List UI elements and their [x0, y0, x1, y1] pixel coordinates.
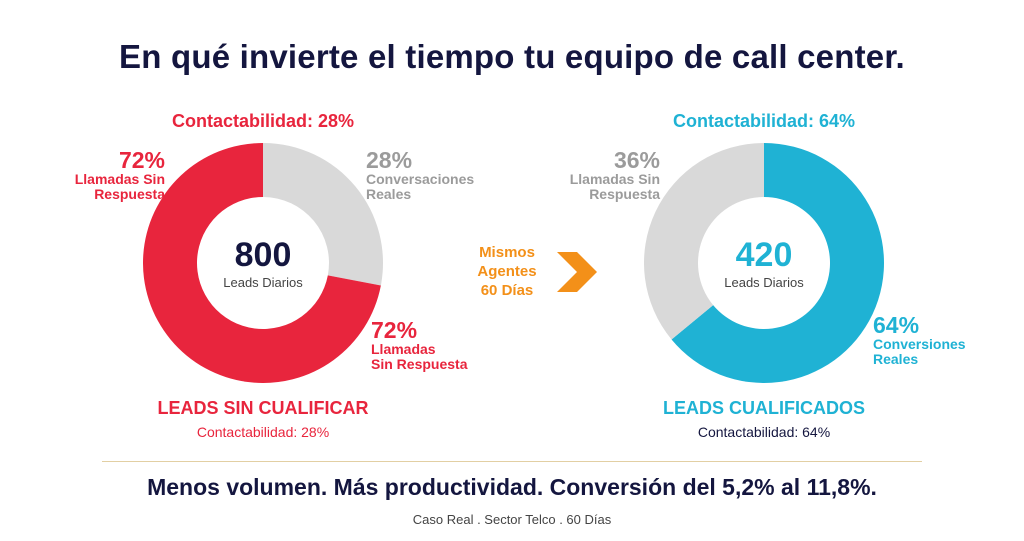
right-blue-bottom-label: 64% Conversiones Reales [873, 313, 1013, 367]
middle-note-line3: 60 Días [480, 281, 534, 299]
left-center-value: 800 [234, 236, 292, 274]
right-bottom-title: LEADS CUALIFICADOS [663, 398, 865, 418]
left-red-bottom-label: 72% Llamadas Sin Respuesta [371, 318, 521, 372]
left-grey-top-label: 28% Conversaciones Reales [366, 148, 516, 202]
right-donut-slice-1 [644, 143, 764, 340]
left-red-bottom-pct: 72% [371, 317, 418, 343]
left-red-bottom-line2: Sin Respuesta [371, 355, 468, 372]
footnote: Caso Real . Sector Telco . 60 Días [412, 512, 612, 527]
left-red-top-line2: Respuesta [94, 185, 165, 202]
right-blue-bottom-line2: Reales [873, 350, 919, 367]
middle-note-line1: Mismos [479, 244, 535, 261]
chevron-right-icon [557, 252, 597, 292]
left-grey-top-pct: 28% [366, 147, 413, 173]
left-red-top-line1: Llamadas Sin [74, 171, 165, 188]
left-contactability-top: Contactabilidad: 28% [171, 111, 355, 131]
right-grey-top-label: 36% Llamadas Sin Respuesta [520, 148, 660, 202]
middle-note-line2: Agentes [477, 262, 537, 280]
left-grey-top-line2: Reales [366, 185, 412, 202]
left-red-top-pct: 72% [118, 147, 165, 173]
right-contactability-top: Contactabilidad: 64% [672, 111, 856, 131]
right-center-value: 420 [735, 236, 793, 274]
page-title: En qué invierte el tiempo tu equipo de c… [119, 38, 905, 75]
left-red-bottom-line1: Llamadas [371, 341, 436, 358]
right-donut-chart [644, 143, 884, 383]
right-grey-top-line1: Llamadas Sin [569, 171, 660, 188]
left-grey-top-line1: Conversaciones [366, 171, 475, 188]
right-grey-top-line2: Respuesta [589, 185, 660, 202]
right-blue-bottom-pct: 64% [873, 312, 920, 338]
right-donut-slices [644, 143, 884, 383]
right-bottom-contactability: Contactabilidad: 64% [697, 424, 831, 440]
middle-note: Mismos Agentes 60 Días [462, 244, 552, 300]
left-donut-chart [143, 143, 383, 383]
left-red-top-label: 72% Llamadas Sin Respuesta [40, 148, 165, 202]
headline: Menos volumen. Más productividad. Conver… [147, 474, 877, 500]
right-donut-slice-0 [671, 143, 884, 383]
right-center-label: Leads Diarios [724, 275, 804, 290]
right-grey-top-pct: 36% [613, 147, 660, 173]
left-donut-slice-0 [263, 143, 383, 286]
left-center-label: Leads Diarios [223, 275, 303, 290]
left-bottom-title: LEADS SIN CUALIFICAR [157, 398, 369, 418]
left-donut-slices [143, 143, 383, 383]
left-donut-slice-1 [143, 143, 381, 383]
divider [102, 461, 922, 462]
right-blue-bottom-line1: Conversiones [873, 336, 966, 353]
left-bottom-contactability: Contactabilidad: 28% [196, 424, 330, 440]
